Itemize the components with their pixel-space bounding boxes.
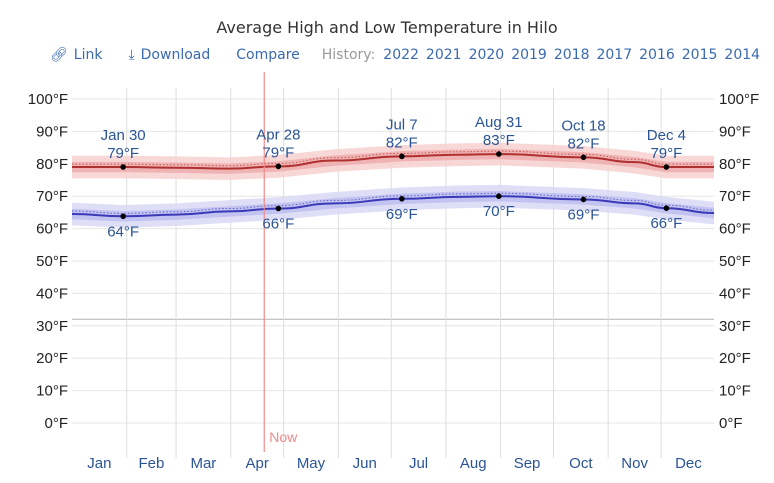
y-tick-label-left: 100°F [28,91,68,108]
history-year-2021[interactable]: 2021 [425,47,462,63]
y-tick-label-left: 0°F [44,415,68,432]
y-tick-label-left: 40°F [36,285,68,302]
value-label: 79°F [107,145,139,162]
value-label: 69°F [568,206,600,223]
y-tick-label-left: 90°F [36,123,68,140]
value-label: 70°F [483,203,515,220]
y-tick-label-right: 0°F [719,415,743,432]
y-tick-label-right: 20°F [719,350,751,367]
link-icon: 🔗︎ [50,47,68,63]
month-label: Sep [514,455,541,472]
y-tick-label-left: 20°F [36,350,68,367]
month-label: Oct [569,455,593,472]
y-tick-label-right: 10°F [719,383,751,400]
download-icon: ⤓ [128,47,135,63]
y-tick-label-right: 40°F [719,285,751,302]
compare-button[interactable]: Compare [236,47,300,63]
y-tick-label-right: 70°F [719,188,751,205]
history-year-2017[interactable]: 2017 [596,47,633,63]
history-year-2022[interactable]: 2022 [383,47,419,63]
month-label: Dec [675,455,702,472]
month-label: Aug [460,455,487,472]
month-label: Mar [190,455,216,472]
data-point [580,154,587,161]
y-tick-label-right: 30°F [719,318,751,335]
data-point [496,193,502,199]
y-tick-label-right: 90°F [719,123,751,140]
link-button[interactable]: 🔗︎ Link [50,47,102,63]
data-point [663,205,670,211]
date-label: Jul 7 [386,116,418,133]
y-tick-label-left: 80°F [36,156,68,173]
value-label: 64°F [107,223,139,240]
chart-title: Average High and Low Temperature in Hilo [216,18,558,37]
toolbar: 🔗︎ Link ⤓ Download Compare History: 2022… [50,45,767,65]
history-year-2020[interactable]: 2020 [468,47,505,63]
date-label: Dec 4 [647,127,686,144]
y-tick-label-left: 50°F [36,253,68,270]
data-point [663,164,670,170]
value-label: 82°F [386,134,418,151]
high-dotted-line [72,150,714,167]
y-tick-label-left: 30°F [36,318,68,335]
data-point [580,196,587,203]
value-label: 83°F [483,132,515,149]
history-year-2016[interactable]: 2016 [639,47,675,63]
month-label: Jan [87,455,111,472]
y-tick-label-right: 60°F [719,221,751,238]
high-inner-band [72,148,714,174]
history-year-2018[interactable]: 2018 [553,47,590,63]
history-year-2014[interactable]: 2014 [724,47,761,63]
data-point [496,151,502,157]
data-point [120,164,126,170]
y-tick-label-right: 100°F [719,91,759,108]
date-label: Aug 31 [475,114,523,131]
month-label: Jun [353,455,377,472]
y-tick-label-right: 80°F [719,156,751,173]
month-label: Nov [621,455,648,472]
now-label: Now [269,429,298,445]
y-tick-label-left: 60°F [36,221,68,238]
data-point [275,205,282,212]
y-tick-label-left: 70°F [36,188,68,205]
download-label: Download [140,47,211,63]
data-point [399,195,405,202]
download-button[interactable]: ⤓ Download [128,47,210,63]
value-label: 79°F [650,145,682,162]
history-label: History: [321,47,376,63]
month-label: Apr [246,455,269,472]
date-label: Oct 18 [561,117,605,134]
history-year-2019[interactable]: 2019 [511,47,547,63]
month-label: Feb [138,455,164,472]
date-label: Jan 30 [101,127,146,144]
history-year-2015[interactable]: 2015 [681,47,718,63]
y-tick-label-right: 50°F [719,253,751,270]
value-label: 66°F [262,216,294,233]
value-label: 66°F [650,215,682,232]
date-label: Apr 28 [256,126,300,143]
value-label: 79°F [262,144,294,161]
y-tick-label-left: 10°F [36,383,68,400]
history-years: 2022 2021 2020 2019 2018 2017 2016 2015 2014 [383,47,767,63]
data-point [275,163,282,170]
link-label: Link [73,47,103,63]
data-point [120,213,126,220]
low-dotted-line [71,192,715,214]
value-label: 82°F [568,135,600,152]
month-label: May [297,455,326,472]
value-label: 69°F [386,206,418,223]
month-label: Jul [409,455,428,472]
data-point [399,153,405,160]
